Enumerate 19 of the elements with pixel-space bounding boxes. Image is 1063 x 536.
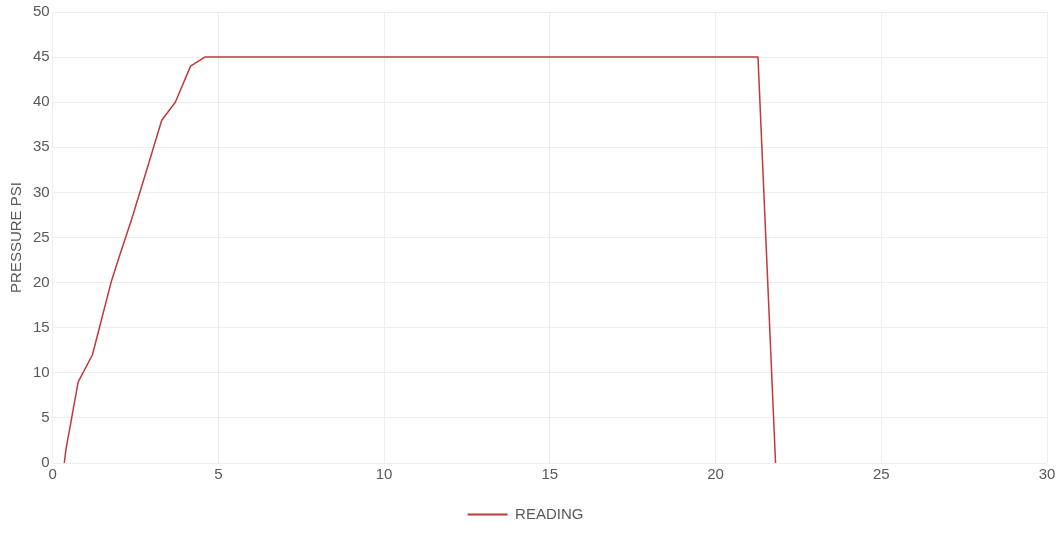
x-tick-label: 15 — [541, 465, 559, 483]
y-tick-label: 50 — [33, 2, 50, 20]
y-tick-label: 40 — [33, 92, 50, 110]
y-tick-label: 10 — [33, 362, 50, 380]
y-tick-label: 35 — [33, 137, 50, 155]
x-tick-label: 10 — [375, 465, 393, 483]
y-tick-label: 45 — [33, 47, 50, 65]
y-tick-label: 25 — [33, 227, 50, 245]
legend-label: READING — [515, 504, 584, 522]
y-tick-label: 5 — [41, 408, 50, 426]
y-tick-label: 15 — [33, 317, 50, 335]
y-tick-label: 20 — [33, 272, 50, 290]
x-tick-label: 30 — [1038, 465, 1056, 483]
y-tick-label: 30 — [33, 182, 50, 200]
x-tick-label: 20 — [707, 465, 724, 483]
x-tick-label: 5 — [214, 465, 223, 483]
x-tick-label: 25 — [872, 465, 890, 483]
y-tick-label: 0 — [41, 453, 50, 471]
y-axis-title: PRESSURE PSI — [7, 182, 25, 293]
